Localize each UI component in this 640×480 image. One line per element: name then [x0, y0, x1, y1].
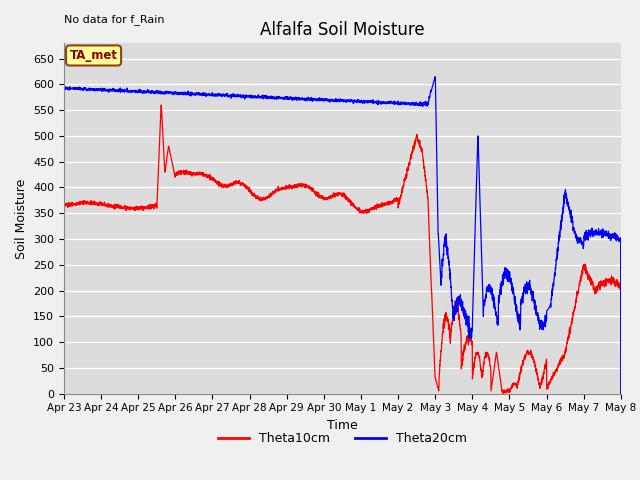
- Y-axis label: Soil Moisture: Soil Moisture: [15, 178, 28, 259]
- Title: Alfalfa Soil Moisture: Alfalfa Soil Moisture: [260, 21, 425, 39]
- Text: No data for f_Rain: No data for f_Rain: [64, 14, 164, 25]
- Legend: Theta10cm, Theta20cm: Theta10cm, Theta20cm: [212, 427, 472, 450]
- X-axis label: Time: Time: [327, 419, 358, 432]
- Text: TA_met: TA_met: [70, 49, 118, 62]
